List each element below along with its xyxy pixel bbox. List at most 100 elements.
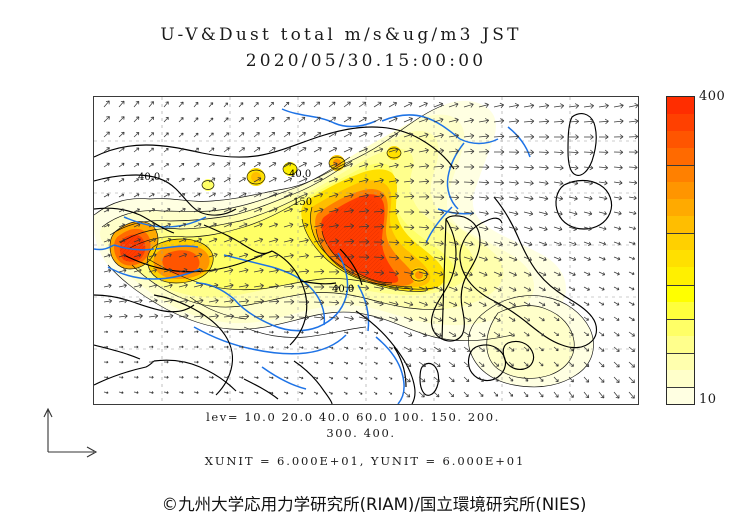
wind-vector [628,180,638,185]
wind-vector [598,361,605,368]
wind-vector [403,286,414,292]
wind-vector [373,331,379,335]
wind-vector [118,162,125,168]
wind-vector [388,391,393,395]
wind-vector [253,283,264,289]
wind-vector [568,301,575,306]
wind-vector [208,252,218,258]
colorbar-band [667,352,694,370]
colorbar-band [667,386,694,404]
wind-vector [193,282,204,289]
wind-vector [328,346,334,350]
wind-vector [118,391,124,394]
wind-vector [133,163,140,168]
wind-vector [523,271,532,277]
wind-vector [388,316,399,322]
wind-vector [538,391,544,398]
wind-vector [103,193,110,198]
wind-vector [358,223,370,230]
wind-vector [628,134,638,140]
wind-vector [208,192,216,198]
wind-vector [268,147,276,153]
wind-vector [283,162,292,168]
wind-vector [358,192,369,199]
wind-vector [328,207,339,214]
wind-vector [583,195,593,201]
wind-vector [298,283,310,290]
wind-vector [553,271,562,277]
contour-label: 40.0 [138,172,160,183]
wind-vector [193,237,203,243]
wind-vector [223,298,234,304]
wind-vector [433,331,442,337]
wind-vector [478,241,489,247]
wind-vector [298,131,306,138]
wind-vector [223,102,228,108]
wind-vector [133,375,139,379]
wind-vector [478,391,484,397]
wind-vector [163,391,169,394]
wind-vector [568,376,574,383]
wind-vector [583,271,591,276]
wind-vector [298,346,304,350]
wind-vector [208,376,214,379]
wind-vector [553,118,565,125]
wind-vector [523,361,529,367]
wind-vector [433,271,444,277]
wind-vector [223,192,232,198]
wind-vector [208,313,219,319]
wind-vector [268,192,278,198]
credit-line: ©九州大学応用力学研究所(RIAM)/国立環境研究所(NIES) [161,495,587,514]
wind-vector [118,253,127,258]
wind-vector [103,283,112,289]
wind-vector [418,301,428,307]
wind-vector [343,331,349,335]
wind-vector [433,255,444,262]
wind-vector [298,268,310,275]
wind-vector [118,238,126,243]
wind-vector [358,254,370,260]
wind-vector [358,376,363,380]
wind-vector [298,331,304,334]
wind-vector [238,267,249,274]
wind-vector [178,117,184,123]
wind-vector [404,209,415,215]
wind-vector [268,376,274,380]
wind-vector [283,376,289,380]
wind-vector [478,331,486,337]
wind-vector [568,103,580,109]
wind-vector [613,376,620,383]
wind-vector [373,101,382,108]
wind-vector [613,331,620,337]
wind-vector [583,118,594,125]
wind-vector [418,286,429,292]
wind-vector [508,301,516,307]
wind-vector [298,391,304,395]
wind-vector [478,256,488,262]
wind-vector [118,193,125,198]
wind-vector [238,298,249,304]
wind-vector [508,195,519,201]
wind-vector [358,285,370,291]
wind-vector [463,286,473,292]
wind-vector [568,391,574,398]
wind-vector [193,391,199,395]
colorbar-band [667,148,694,166]
wind-vector [253,162,261,168]
colorbar-band [667,233,694,251]
wind-vector [538,301,546,307]
wind-vector [223,162,231,168]
wind-vector [283,177,293,183]
wind-vector [523,241,533,247]
colorbar [666,96,695,405]
wind-vector [418,255,429,262]
wind-vector [478,225,489,232]
wind-vector [148,116,155,123]
wind-vector [538,376,544,382]
wind-vector [388,376,393,380]
wind-vector [553,165,564,171]
wind-vector [148,283,158,288]
wind-vector [598,331,605,337]
wind-vector [418,391,425,398]
wind-vector [388,270,399,276]
